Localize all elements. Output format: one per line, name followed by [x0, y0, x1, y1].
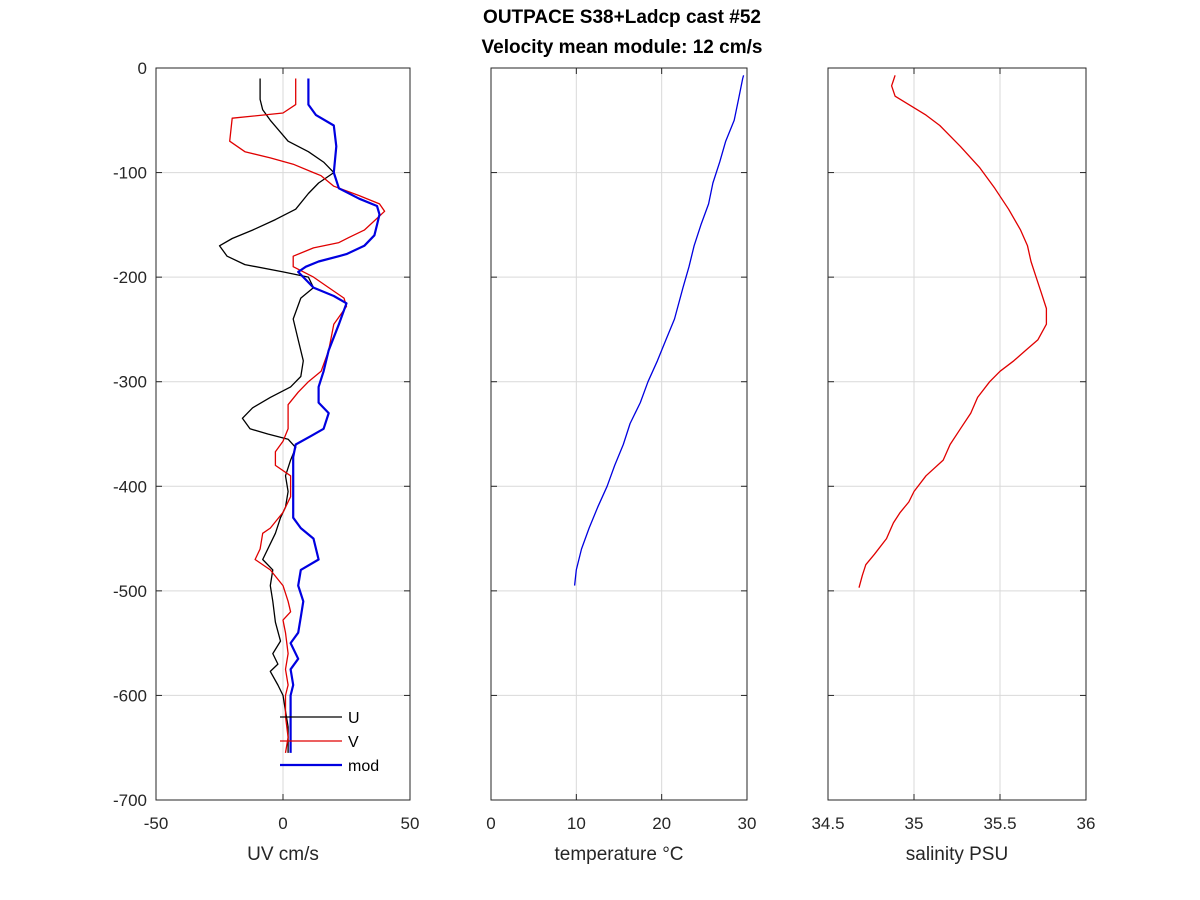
temperature-x-tick-label: 10: [567, 814, 586, 833]
salinity-axes-frame: [827, 67, 1087, 801]
salinity-x-tick-label: 36: [1077, 814, 1096, 833]
salinity-x-axis-label: salinity PSU: [906, 844, 1008, 865]
uv-y-tick-label: -300: [113, 373, 147, 392]
salinity-x-tick-label: 35: [905, 814, 924, 833]
temperature-x-axis-label: temperature °C: [554, 844, 683, 865]
chart-title-line-2: Velocity mean module: 12 cm/s: [482, 37, 763, 58]
temperature-x-tick-label: 30: [738, 814, 757, 833]
uv-y-tick-label: -700: [113, 791, 147, 810]
uv-x-tick-label: 0: [278, 814, 287, 833]
legend-label-mod: mod: [348, 758, 379, 775]
series-line-uv-U: [218, 78, 335, 753]
uv-y-tick-label: 0: [138, 59, 147, 78]
panel-salinity: 34.5 35 35.5 36 salinity PSU: [811, 67, 1096, 865]
series-line-salinity: [858, 75, 1048, 588]
uv-x-tick-label: 50: [401, 814, 420, 833]
uv-y-tick-label: -400: [113, 477, 147, 496]
uv-y-tick-label: -200: [113, 268, 147, 287]
salinity-x-tick-label: 35.5: [983, 814, 1016, 833]
chart-title-line-1: OUTPACE S38+Ladcp cast #52: [483, 7, 761, 28]
temperature-axes-frame: [490, 67, 748, 801]
uv-x-axis-label: UV cm/s: [247, 844, 319, 865]
series-line-uv-mod: [289, 78, 381, 753]
temperature-x-tick-label: 0: [486, 814, 495, 833]
uv-y-tick-label: -600: [113, 686, 147, 705]
uv-y-tick-label: -100: [113, 164, 147, 183]
panel-temperature: 0 10 20 30 temperature °C: [486, 67, 757, 865]
series-line-temperature: [573, 75, 745, 586]
uv-x-tick-label: -50: [144, 814, 169, 833]
legend-label-V: V: [348, 734, 359, 751]
series-line-uv-V: [229, 78, 386, 754]
legend-label-U: U: [348, 710, 360, 727]
uv-y-tick-label: -500: [113, 582, 147, 601]
salinity-x-tick-label: 34.5: [811, 814, 844, 833]
temperature-x-tick-label: 20: [652, 814, 671, 833]
